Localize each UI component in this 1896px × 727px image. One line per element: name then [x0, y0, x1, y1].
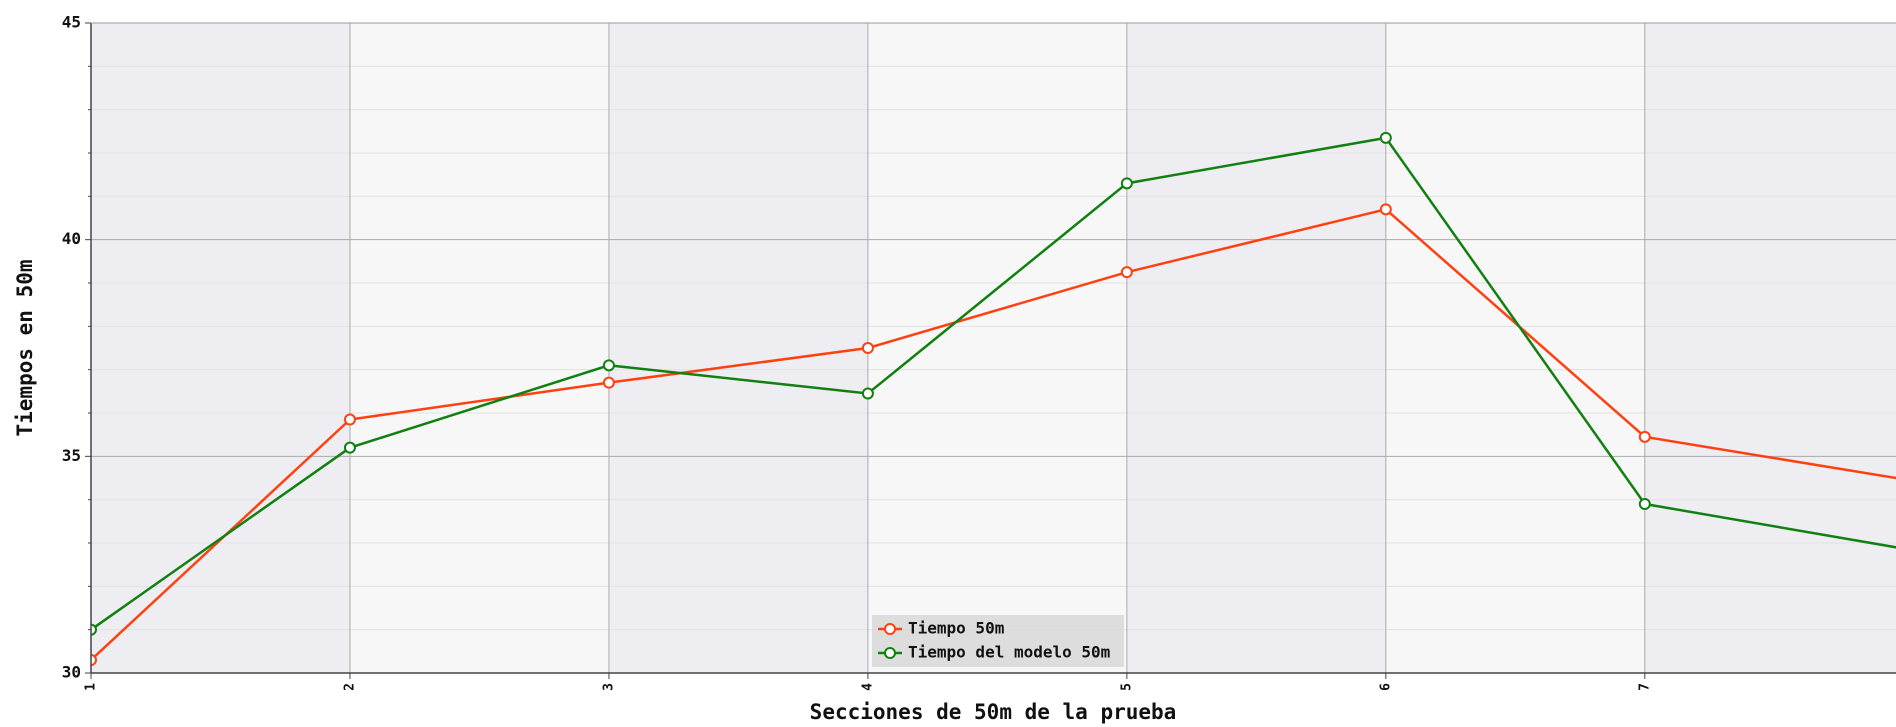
x-axis-title: Secciones de 50m de la prueba: [810, 700, 1177, 724]
band: [1126, 23, 1386, 673]
point: [1379, 131, 1392, 144]
y-tick-label: 35: [62, 446, 81, 465]
point: [343, 413, 356, 426]
band: [1644, 23, 1896, 673]
lines: [91, 131, 1896, 666]
legend-marker: [884, 623, 896, 635]
x-tick-label: 4: [860, 683, 875, 691]
point: [91, 654, 97, 666]
x-tick-label: 6: [1378, 683, 1393, 691]
point: [861, 387, 874, 400]
plot-background: [91, 23, 1896, 673]
plot-area: [91, 23, 1896, 673]
legend: Tiempo 50m Tiempo del modelo 50m: [872, 615, 1124, 667]
x-tick-label: 7: [1637, 683, 1652, 691]
x-tick-label: 3: [601, 683, 616, 691]
point: [861, 342, 874, 354]
x-tick-label: 1: [84, 683, 99, 691]
legend-box: [872, 615, 1124, 667]
point: [602, 376, 615, 389]
band: [91, 23, 350, 673]
series-line: [91, 207, 1896, 661]
y-tick-label: 45: [62, 13, 81, 32]
y-tick-label: 30: [62, 663, 81, 682]
legend-label: Tiempo 50m: [908, 619, 1005, 638]
point: [1120, 177, 1133, 190]
y-axis-title: Tiempos en 50m: [13, 259, 37, 436]
point: [91, 623, 97, 636]
x-tick-label: 2: [342, 683, 357, 691]
band: [608, 23, 868, 673]
point: [1379, 203, 1392, 216]
point: [343, 441, 356, 454]
series-line: [91, 136, 1896, 631]
point: [1638, 430, 1651, 443]
legend-label: Tiempo del modelo 50m: [908, 643, 1111, 662]
point: [1120, 266, 1133, 279]
x-tick-label: 5: [1119, 683, 1134, 691]
y-tick-label: 40: [62, 229, 81, 248]
point: [1638, 498, 1651, 510]
legend-marker: [884, 647, 896, 659]
point: [602, 359, 615, 372]
